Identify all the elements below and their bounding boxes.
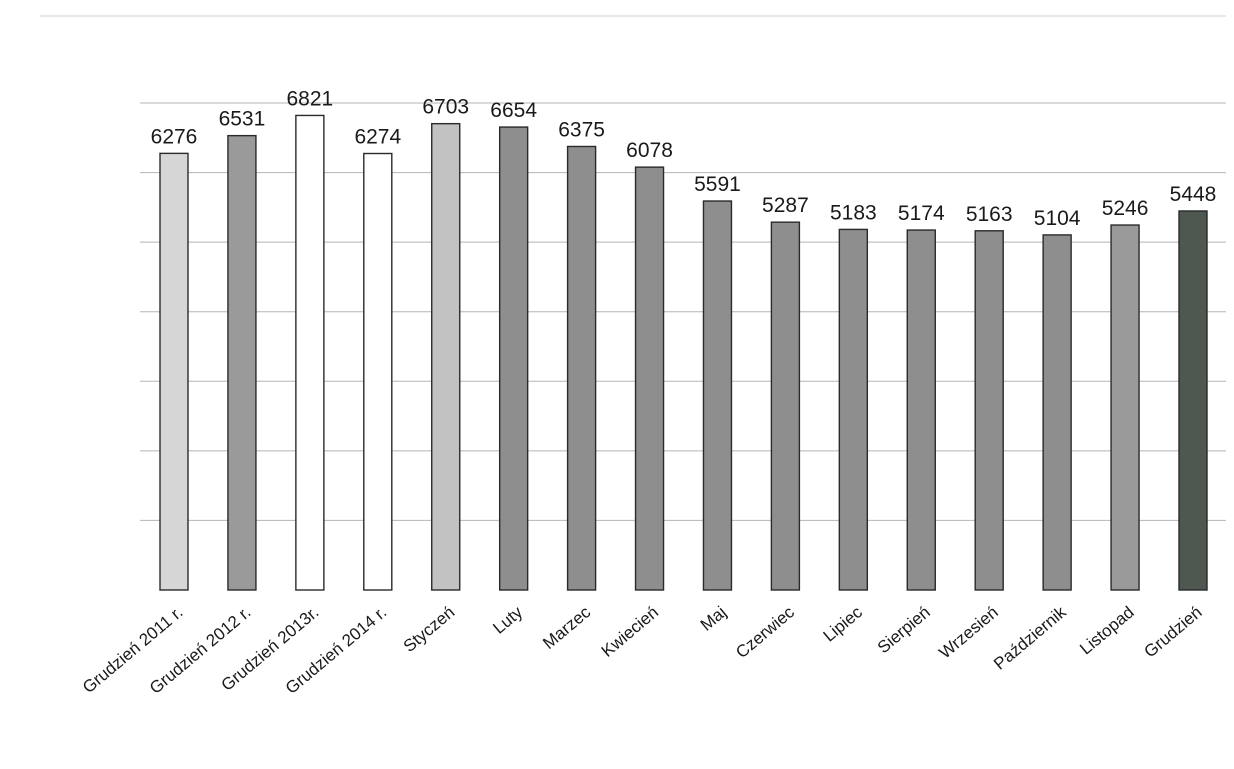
bar xyxy=(363,152,393,591)
x-tick-label: Wrzesień xyxy=(936,603,1002,663)
bar xyxy=(498,126,529,591)
x-axis-tick-labels: Grudzień 2011 r.Grudzień 2012 r.Grudzień… xyxy=(79,602,1206,698)
x-tick-label: Styczeń xyxy=(400,603,459,656)
data-label: 6531 xyxy=(219,108,266,131)
bar xyxy=(1178,210,1208,591)
data-label: 5287 xyxy=(762,194,809,217)
data-label: 6703 xyxy=(422,96,469,119)
x-tick-label: Listopad xyxy=(1076,603,1137,659)
data-label: 6821 xyxy=(287,87,334,110)
bar xyxy=(702,200,733,591)
bars xyxy=(159,114,1208,591)
bar xyxy=(159,152,189,591)
bar xyxy=(838,228,869,591)
data-label: 5163 xyxy=(966,203,1013,226)
data-label: 5246 xyxy=(1102,197,1149,220)
bar xyxy=(906,229,936,591)
bar xyxy=(1110,224,1140,591)
data-label: 6276 xyxy=(151,125,198,148)
data-label: 6274 xyxy=(354,126,401,149)
data-label: 6654 xyxy=(490,99,537,122)
data-label: 5174 xyxy=(898,202,945,225)
x-tick-label: Lipiec xyxy=(820,602,867,645)
x-tick-label: Luty xyxy=(489,602,526,638)
x-tick-label: Maj xyxy=(697,603,730,635)
bar xyxy=(974,230,1004,591)
bar xyxy=(431,122,461,591)
data-label: 5104 xyxy=(1034,207,1081,230)
x-tick-label: Grudzień xyxy=(1141,603,1206,662)
bar xyxy=(634,166,665,591)
bar xyxy=(295,114,325,591)
x-tick-label: Kwiecień xyxy=(598,603,662,661)
x-tick-label: Październik xyxy=(990,602,1070,673)
bar xyxy=(1042,234,1072,591)
bar xyxy=(770,221,801,591)
data-label: 6375 xyxy=(558,118,605,141)
data-label: 6078 xyxy=(626,139,673,162)
data-label: 5591 xyxy=(694,173,741,196)
x-tick-label: Czerwiec xyxy=(732,602,798,662)
x-tick-label: Sierpień xyxy=(874,603,934,658)
data-labels: 6276 6531 6821 6274 6703 6654 6375 6078 5591 5287… xyxy=(151,87,1217,229)
bar xyxy=(227,134,257,591)
x-tick-label: Marzec xyxy=(539,602,594,653)
data-label: 5183 xyxy=(830,201,877,224)
data-label: 5448 xyxy=(1170,183,1217,206)
bar xyxy=(566,145,597,591)
